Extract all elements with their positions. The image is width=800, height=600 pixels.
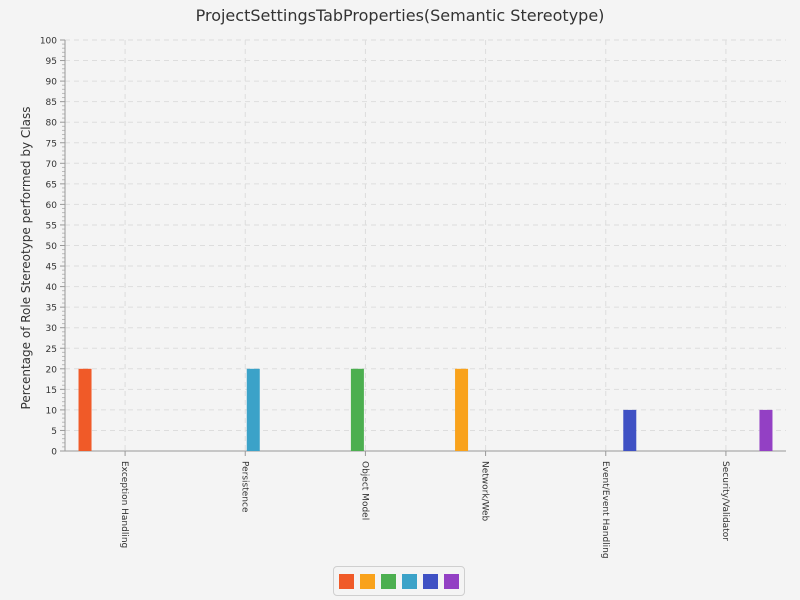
y-tick-label: 45 (46, 263, 57, 273)
legend-swatch (381, 573, 396, 589)
y-tick-label: 10 (46, 406, 58, 416)
y-tick-label: 90 (46, 78, 58, 88)
y-tick-label: 50 (46, 242, 58, 252)
x-tick-label: Security/Validator (720, 461, 730, 541)
y-tick-label: 85 (46, 98, 57, 108)
y-tick-label: 0 (51, 448, 57, 458)
bar (246, 368, 260, 451)
x-tick-label: Network/Web (480, 461, 490, 522)
bars (78, 368, 773, 451)
y-tick-label: 75 (46, 139, 57, 149)
y-axis: 0 5 10 15 20 25 30 35 40 45 50 55 60 65 70 75 80 85 90 95 10… (40, 37, 66, 458)
y-tick-label: 55 (46, 221, 57, 231)
y-tick-label: 35 (46, 304, 57, 314)
legend-swatch (423, 573, 438, 589)
y-tick-label: 65 (46, 180, 57, 190)
legend (333, 566, 465, 596)
chart-title: ProjectSettingsTabProperties(Semantic St… (195, 6, 605, 25)
y-tick-label: 100 (40, 37, 57, 47)
legend-swatch (444, 573, 459, 589)
x-tick-label: Event/Event Handling (600, 461, 610, 559)
y-axis-label: Percentage of Role Stereotype performed … (19, 107, 33, 410)
y-tick-label: 40 (46, 283, 58, 293)
x-tick-label: Persistence (239, 461, 249, 513)
bar (759, 409, 773, 451)
y-tick-label: 80 (46, 119, 58, 129)
legend-swatch (360, 573, 375, 589)
y-tick-label: 15 (46, 386, 57, 396)
y-tick-label: 25 (46, 345, 57, 355)
bar (455, 368, 469, 451)
bar (78, 368, 92, 451)
y-tick-label: 95 (46, 57, 57, 67)
grid-lines (65, 39, 786, 451)
y-tick-label: 5 (51, 427, 57, 437)
x-tick-label: Object Model (359, 461, 369, 520)
legend-swatch (339, 573, 354, 589)
y-tick-label: 60 (46, 201, 58, 211)
x-axis: Exception Handling Persistence Object Mode… (65, 450, 786, 559)
y-tick-label: 30 (46, 324, 58, 334)
x-tick-label: Exception Handling (119, 461, 129, 548)
y-tick-label: 20 (46, 365, 58, 375)
bar (350, 368, 364, 451)
legend-swatch (402, 573, 417, 589)
bar (623, 409, 637, 451)
y-tick-label: 70 (46, 160, 58, 170)
